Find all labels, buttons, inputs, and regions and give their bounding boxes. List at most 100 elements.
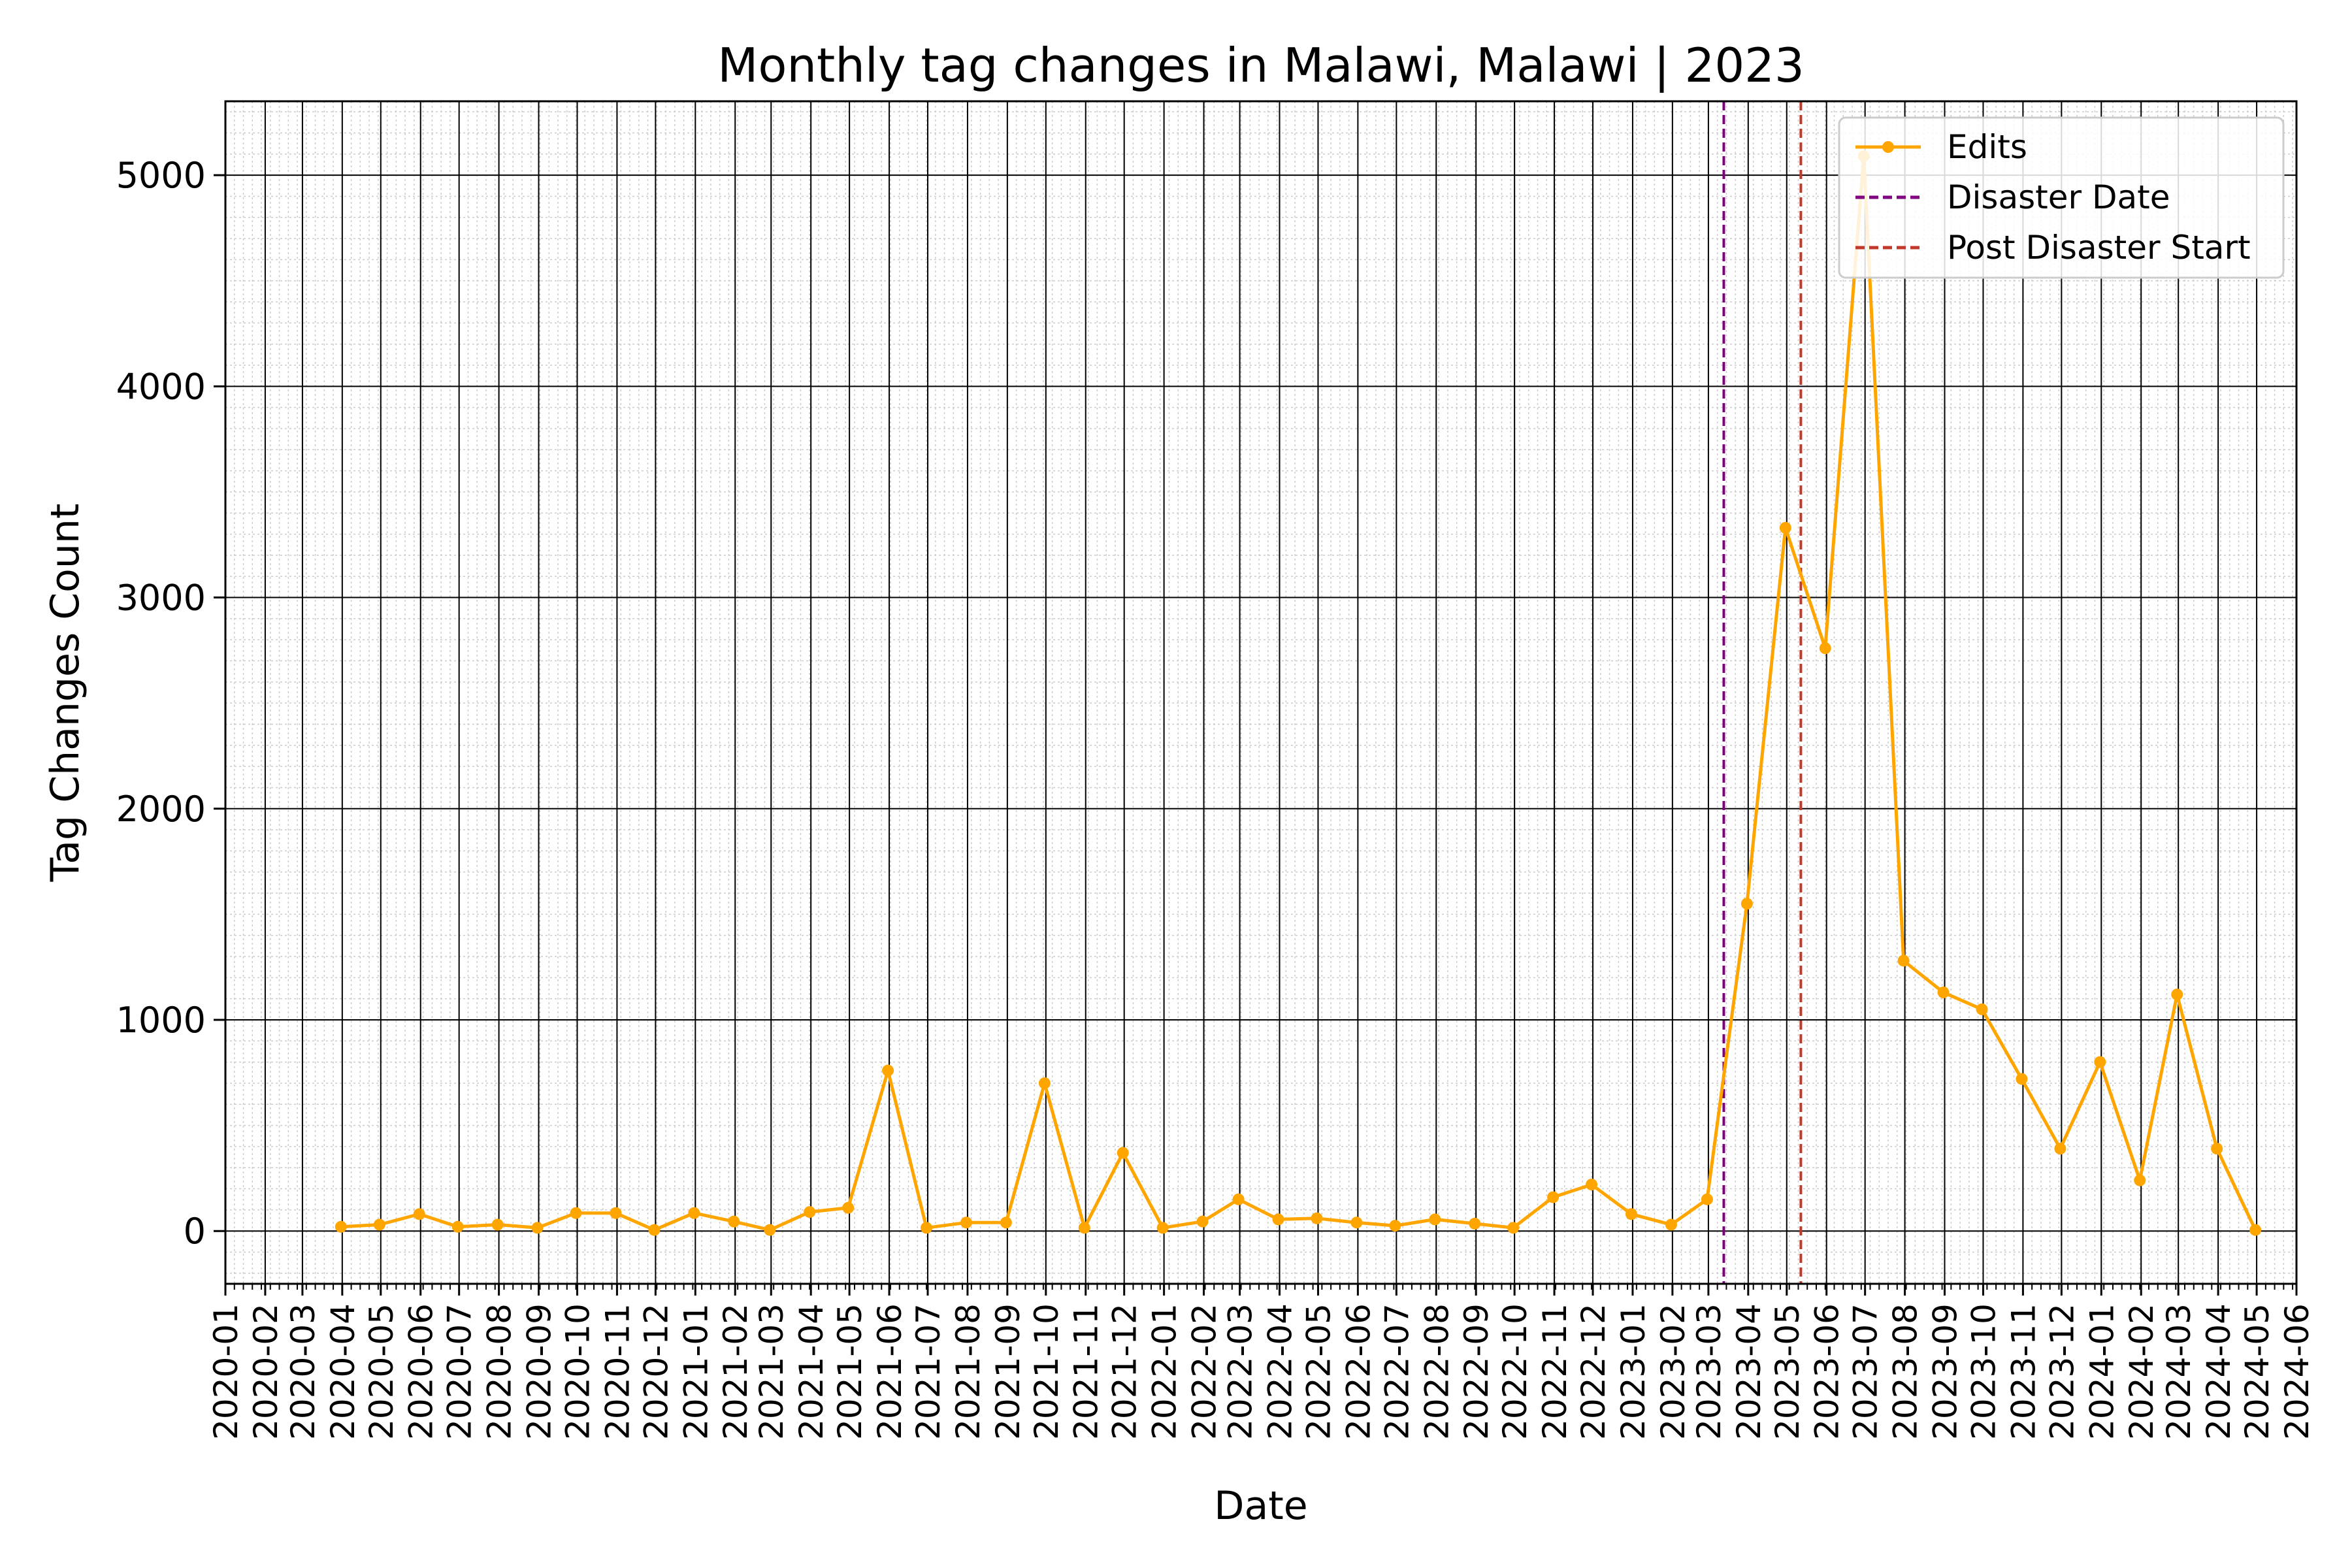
data-point	[1469, 1217, 1481, 1230]
x-tick-label: 2021-01	[677, 1303, 715, 1440]
x-tick-label: 2020-06	[402, 1303, 440, 1440]
x-tick-label: 2022-06	[1339, 1303, 1377, 1440]
legend-label: Edits	[1947, 128, 2027, 166]
y-tick-label: 1000	[116, 1000, 206, 1041]
x-tick-label: 2022-09	[1458, 1303, 1495, 1440]
x-tick-label: 2023-06	[1808, 1303, 1846, 1440]
x-tick-label: 2021-02	[717, 1303, 755, 1440]
data-point	[921, 1222, 933, 1234]
x-tick-label: 2020-02	[247, 1303, 285, 1440]
x-tick-label: 2022-10	[1496, 1303, 1534, 1440]
x-tick-label: 2022-08	[1418, 1303, 1456, 1440]
x-tick-label: 2023-07	[1847, 1303, 1885, 1440]
y-tick-label: 0	[184, 1211, 206, 1252]
data-point	[1196, 1215, 1209, 1228]
x-tick-label: 2022-07	[1378, 1303, 1416, 1440]
data-point	[1389, 1220, 1401, 1232]
x-tick-label: 2021-04	[792, 1303, 830, 1440]
grid	[225, 101, 2297, 1284]
x-tick-label: 2020-09	[521, 1303, 559, 1440]
data-point	[1272, 1213, 1284, 1226]
data-point	[451, 1220, 464, 1233]
data-point	[1937, 986, 1950, 998]
x-axis-label: Date	[1214, 1483, 1307, 1529]
x-tick-label: 2021-09	[989, 1303, 1027, 1440]
data-point	[2094, 1056, 2106, 1068]
data-point	[1547, 1191, 1560, 1203]
series-edits	[335, 150, 2262, 1236]
x-tick-label: 2021-06	[871, 1303, 909, 1440]
x-tick-label: 2022-01	[1146, 1303, 1184, 1440]
x-tick-label: 2021-11	[1068, 1303, 1105, 1440]
data-point	[1311, 1212, 1323, 1224]
x-tick-label: 2024-01	[2083, 1303, 2121, 1440]
data-point	[1117, 1147, 1129, 1159]
x-tick-label: 2021-05	[831, 1303, 869, 1440]
x-tick-label: 2020-03	[284, 1303, 322, 1440]
legend-marker	[1882, 141, 1894, 153]
x-tick-label: 2022-11	[1536, 1303, 1574, 1440]
data-point	[728, 1215, 740, 1228]
x-tick-label: 2020-07	[441, 1303, 479, 1440]
data-point	[531, 1222, 544, 1234]
data-point	[2054, 1143, 2066, 1155]
data-point	[1779, 521, 1791, 534]
x-tick-label: 2024-06	[2278, 1303, 2316, 1440]
data-point	[1350, 1217, 1363, 1229]
x-tick-label: 2023-01	[1614, 1303, 1652, 1440]
x-tick-label: 2021-03	[753, 1303, 791, 1440]
data-point	[2134, 1174, 2146, 1186]
y-tick-labels: 0 1000 2000 3000 4000 5000	[116, 155, 206, 1252]
x-tick-label: 2023-09	[1927, 1303, 1965, 1440]
x-tick-label: 2020-01	[207, 1303, 245, 1440]
data-point	[2249, 1224, 2262, 1236]
x-tick-label: 2024-04	[2200, 1303, 2238, 1440]
data-point	[570, 1207, 582, 1219]
x-tick-label: 2021-10	[1028, 1303, 1066, 1440]
data-point	[688, 1207, 700, 1219]
data-point	[1701, 1193, 1713, 1205]
data-point	[1625, 1208, 1637, 1220]
data-point	[1740, 898, 1753, 910]
x-tick-label: 2022-04	[1261, 1303, 1299, 1440]
data-point	[804, 1206, 816, 1218]
x-tick-label: 2023-10	[1965, 1303, 2002, 1440]
x-tick-label: 2023-11	[2004, 1303, 2042, 1440]
y-tick-label: 4000	[116, 366, 206, 407]
data-point	[1000, 1217, 1012, 1229]
data-point	[2016, 1073, 2028, 1085]
data-point	[2211, 1143, 2223, 1155]
x-tick-label: 2023-05	[1769, 1303, 1806, 1440]
data-point	[1507, 1222, 1520, 1234]
x-tick-label: 2020-08	[481, 1303, 519, 1440]
legend-box	[1838, 116, 2285, 279]
data-point	[413, 1208, 425, 1220]
data-point	[1232, 1193, 1245, 1205]
x-tick-label: 2020-04	[324, 1303, 362, 1440]
data-point	[1819, 642, 1831, 655]
x-tick-label: 2024-05	[2238, 1303, 2276, 1440]
legend: Edits Disaster Date Post Disaster Start	[1838, 116, 2285, 279]
x-tick-label: 2022-03	[1222, 1303, 1260, 1440]
legend-label: Disaster Date	[1947, 178, 2170, 216]
x-tick-label: 2020-10	[559, 1303, 596, 1440]
legend-label: Post Disaster Start	[1947, 229, 2251, 267]
data-point	[610, 1207, 622, 1219]
x-tick-label: 2023-03	[1690, 1303, 1728, 1440]
data-point	[491, 1218, 504, 1231]
data-point	[2171, 988, 2183, 1001]
x-tick-label: 2023-08	[1887, 1303, 1925, 1440]
data-point	[648, 1224, 661, 1236]
data-point	[764, 1224, 776, 1236]
x-tick-label: 2022-02	[1186, 1303, 1224, 1440]
event-lines	[1722, 101, 1803, 1284]
y-axis-label: Tag Changes Count	[42, 504, 88, 883]
x-tick-label: 2020-12	[637, 1303, 675, 1440]
data-point	[1897, 955, 1910, 967]
x-tick-label: 2021-12	[1106, 1303, 1144, 1440]
x-tick-label: 2021-07	[909, 1303, 947, 1440]
data-point	[1429, 1213, 1441, 1226]
x-tick-label: 2021-08	[949, 1303, 987, 1440]
data-point	[1976, 1003, 1988, 1015]
